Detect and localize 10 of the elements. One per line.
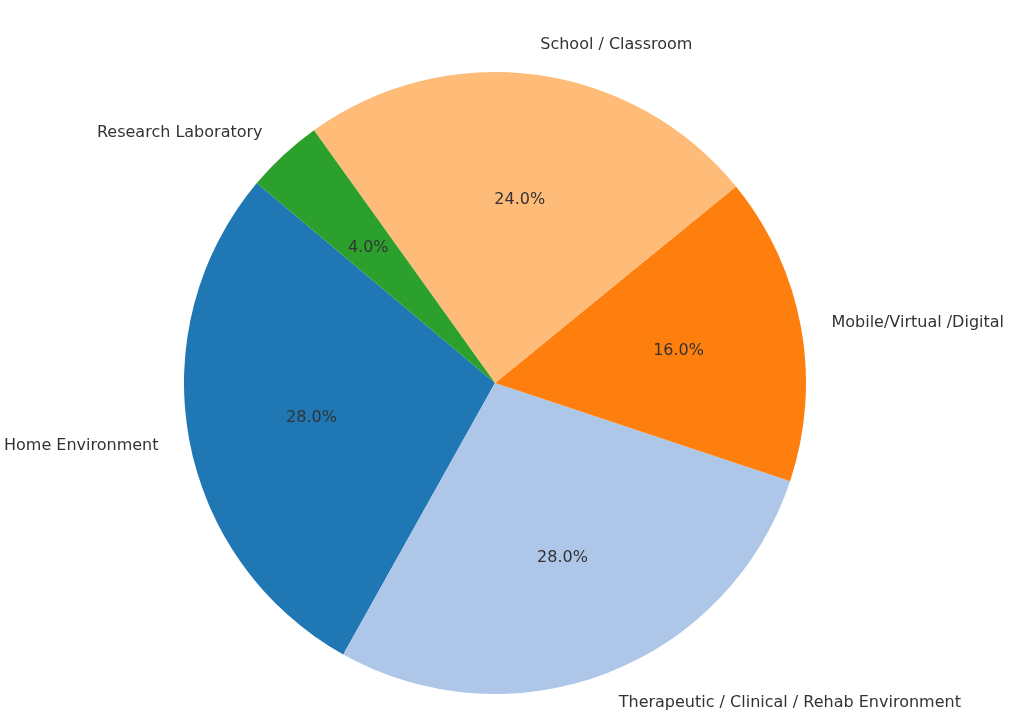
data-label: 24.0% xyxy=(494,188,546,208)
slice-label: Mobile/Virtual /Digital xyxy=(831,311,1005,331)
slice-label: Home Environment xyxy=(4,435,159,455)
data-label: 4.0% xyxy=(347,236,389,256)
slice-label: Research Laboratory xyxy=(96,122,263,142)
data-label: 28.0% xyxy=(286,407,337,427)
slice-label: Therapeutic / Clinical / Rehab Environment xyxy=(617,692,961,712)
data-label: 16.0% xyxy=(653,339,704,359)
data-label: 28.0% xyxy=(537,547,588,567)
slice-label: School / Classroom xyxy=(540,34,693,54)
